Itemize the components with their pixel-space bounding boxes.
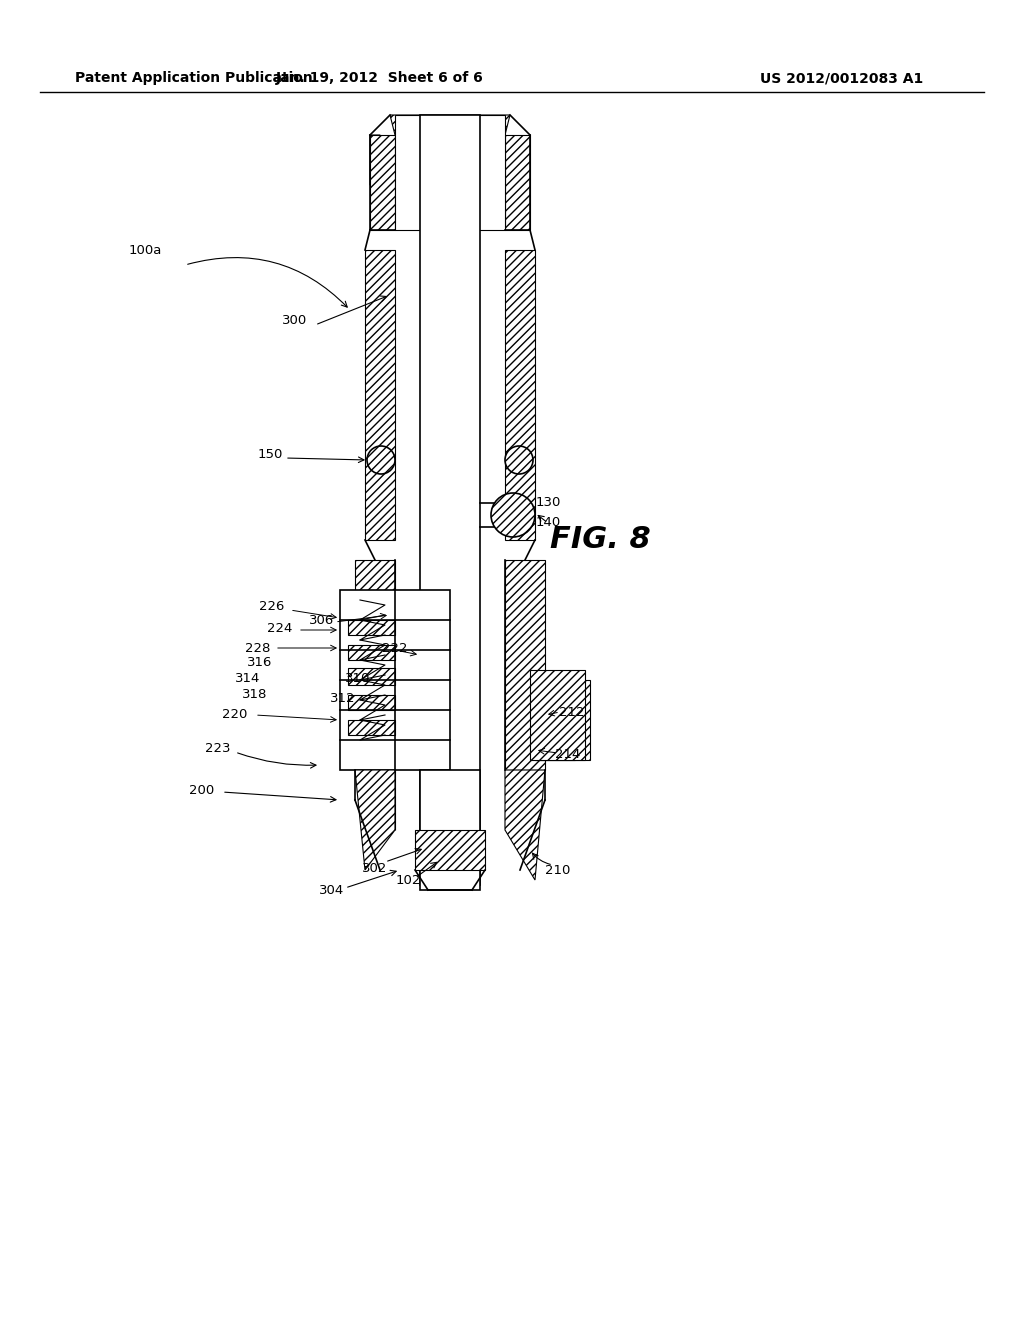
Text: 312: 312 — [331, 692, 355, 705]
Text: 222: 222 — [382, 642, 408, 655]
Text: Patent Application Publication: Patent Application Publication — [75, 71, 312, 84]
Polygon shape — [505, 135, 530, 230]
Text: 140: 140 — [536, 516, 560, 529]
Text: 214: 214 — [555, 748, 581, 762]
Text: 212: 212 — [559, 705, 585, 718]
Text: 228: 228 — [246, 642, 270, 655]
Text: 150: 150 — [257, 449, 283, 462]
Bar — [420, 115, 480, 884]
Text: 316: 316 — [248, 656, 272, 668]
Polygon shape — [365, 249, 395, 540]
Polygon shape — [348, 696, 395, 710]
Text: 302: 302 — [362, 862, 388, 874]
Circle shape — [505, 446, 534, 474]
Polygon shape — [505, 770, 545, 880]
Polygon shape — [348, 645, 395, 660]
Text: US 2012/0012083 A1: US 2012/0012083 A1 — [760, 71, 924, 84]
Text: 220: 220 — [222, 709, 248, 722]
Text: 130: 130 — [536, 496, 561, 510]
Text: Jan. 19, 2012  Sheet 6 of 6: Jan. 19, 2012 Sheet 6 of 6 — [276, 71, 484, 84]
Polygon shape — [355, 560, 395, 770]
Polygon shape — [370, 135, 395, 230]
Text: 314: 314 — [236, 672, 261, 685]
Bar — [395, 115, 505, 230]
Polygon shape — [535, 680, 590, 760]
Circle shape — [367, 446, 395, 474]
Text: 318: 318 — [243, 689, 267, 701]
Text: 100a: 100a — [128, 243, 162, 256]
Polygon shape — [348, 719, 395, 735]
Text: 310: 310 — [345, 672, 371, 685]
Text: FIG. 8: FIG. 8 — [550, 525, 650, 554]
Text: 224: 224 — [267, 622, 293, 635]
Bar — [340, 590, 450, 770]
Polygon shape — [370, 135, 395, 185]
Text: 210: 210 — [546, 863, 570, 876]
Text: 102: 102 — [395, 874, 421, 887]
Polygon shape — [530, 671, 585, 760]
Circle shape — [490, 492, 535, 537]
Polygon shape — [415, 830, 485, 870]
Polygon shape — [505, 560, 545, 770]
Polygon shape — [348, 620, 395, 635]
Polygon shape — [355, 770, 395, 870]
Text: 300: 300 — [283, 314, 307, 326]
Text: 306: 306 — [309, 614, 335, 627]
Text: 200: 200 — [189, 784, 215, 796]
Polygon shape — [348, 668, 395, 685]
Bar — [420, 770, 480, 890]
Text: 304: 304 — [319, 883, 345, 896]
Polygon shape — [505, 249, 535, 540]
Text: 223: 223 — [205, 742, 230, 755]
Polygon shape — [390, 115, 510, 135]
Text: 226: 226 — [259, 601, 285, 614]
